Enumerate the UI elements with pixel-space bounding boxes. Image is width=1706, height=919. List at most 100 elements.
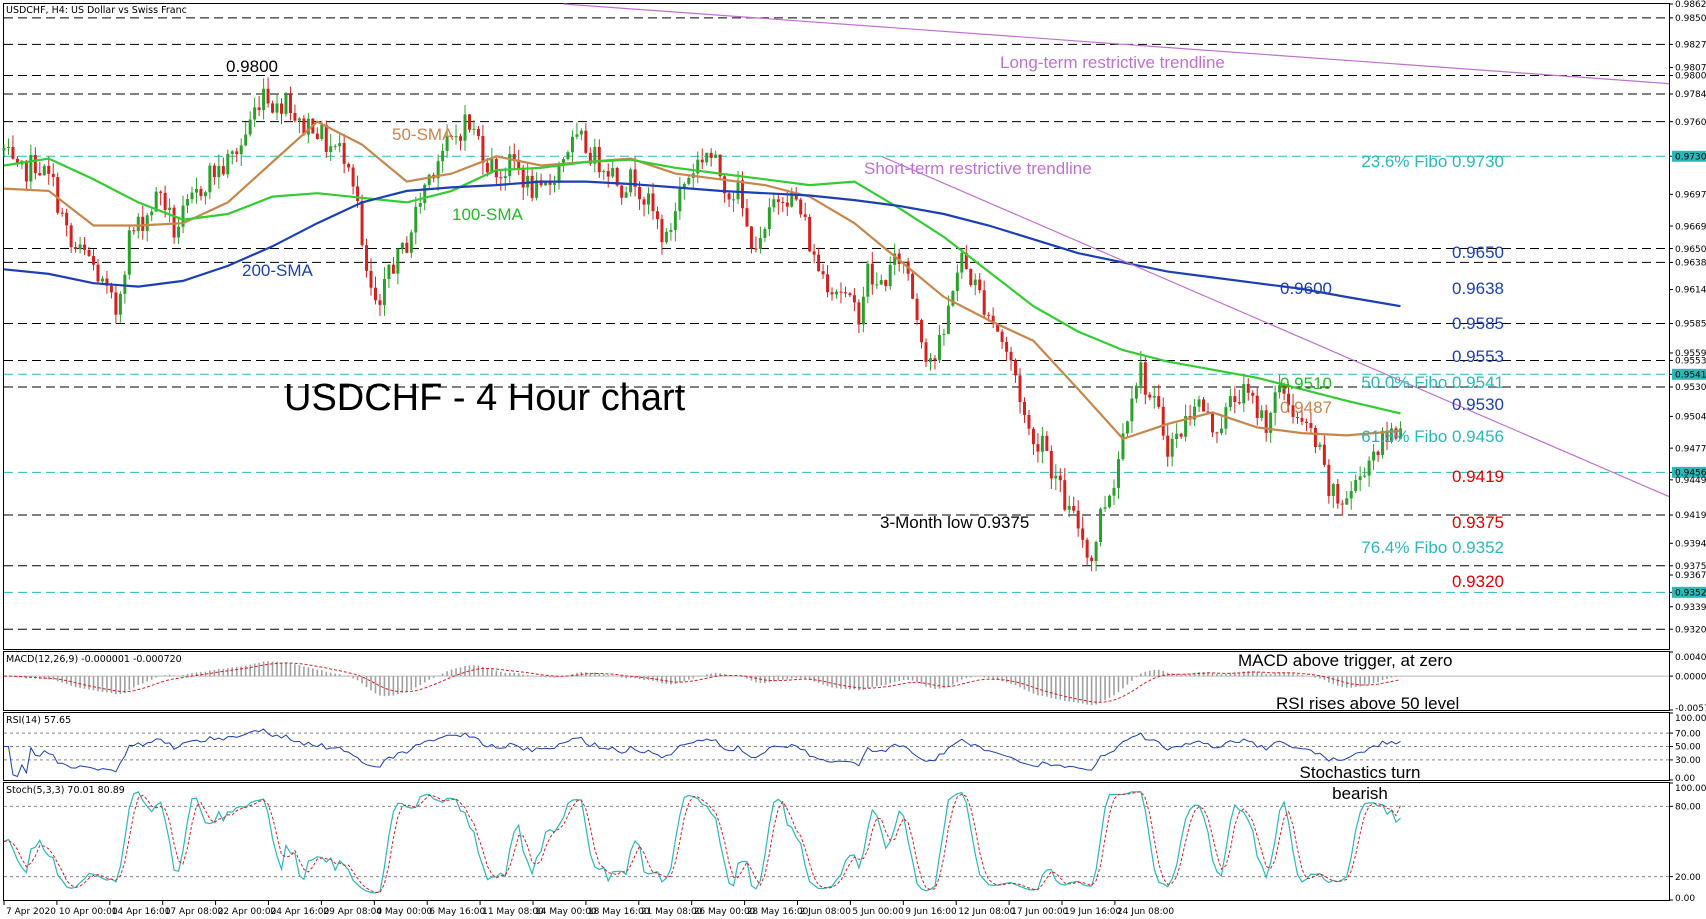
candle-body bbox=[163, 192, 167, 210]
label-short-term-trendline: Short-term restrictive trendline bbox=[864, 159, 1092, 178]
candle-body bbox=[190, 192, 194, 200]
time-tick-label: 17 Jun 00:00 bbox=[1011, 907, 1068, 917]
time-tick-label: 24 Jun 08:00 bbox=[1117, 907, 1174, 917]
candle-body bbox=[857, 302, 861, 325]
candle-body bbox=[11, 146, 15, 159]
candle-body bbox=[360, 200, 364, 246]
macd-signal-line bbox=[4, 662, 1401, 703]
macd-tick-label: 0.000000 bbox=[1675, 672, 1706, 682]
candle-body bbox=[172, 207, 176, 238]
candle-body bbox=[1063, 480, 1067, 510]
candle-body bbox=[1161, 406, 1165, 436]
macd-tick-label: 0.004071 bbox=[1675, 653, 1706, 663]
candle-body bbox=[382, 279, 386, 305]
candle-body bbox=[494, 159, 498, 178]
price-tick-highlight bbox=[1672, 150, 1706, 162]
candle-body bbox=[15, 158, 19, 165]
candle-body bbox=[593, 147, 597, 164]
candle-body bbox=[208, 165, 212, 193]
candle-body bbox=[602, 171, 606, 173]
candle-body bbox=[503, 176, 507, 179]
candle-body bbox=[105, 278, 109, 286]
label-0.9419: 0.9419 bbox=[1452, 467, 1504, 486]
candle-body bbox=[1309, 422, 1313, 428]
candle-body bbox=[33, 155, 37, 174]
candle-body bbox=[727, 193, 731, 200]
label-0.9375: 0.9375 bbox=[1452, 513, 1504, 532]
candle-body bbox=[946, 305, 950, 334]
candle-body bbox=[794, 192, 798, 200]
candle-body bbox=[660, 219, 664, 243]
candle-body bbox=[490, 159, 494, 173]
candle-body bbox=[1067, 505, 1071, 510]
candle-body bbox=[638, 186, 642, 200]
main-header: USDCHF, H4: US Dollar vs Swiss Franc bbox=[6, 5, 187, 16]
candle-body bbox=[830, 292, 834, 295]
candle-body bbox=[414, 206, 418, 233]
candle-body bbox=[736, 180, 740, 200]
candle-body bbox=[1148, 394, 1152, 398]
candle-body bbox=[557, 163, 561, 184]
candle-body bbox=[839, 291, 843, 293]
time-tick-label: 17 Apr 08:00 bbox=[165, 907, 224, 917]
candle-body bbox=[875, 284, 879, 286]
stoch-header: Stoch(5,3,3) 70.01 80.89 bbox=[6, 785, 125, 796]
candle-body bbox=[521, 168, 525, 188]
sma-line-200-SMA bbox=[3, 180, 1401, 308]
stoch-tick-label: 20.00 bbox=[1675, 873, 1701, 883]
candle-body bbox=[1233, 396, 1237, 403]
candle-body bbox=[1022, 401, 1026, 415]
stoch-note-line1: Stochastics turn bbox=[1300, 763, 1421, 782]
candle-body bbox=[969, 268, 973, 286]
candle-body bbox=[373, 287, 377, 301]
candle-body bbox=[24, 160, 28, 182]
candle-body bbox=[47, 165, 51, 174]
chart-title: USDCHF - 4 Hour chart bbox=[284, 377, 686, 419]
candle-body bbox=[1376, 451, 1380, 456]
candle-body bbox=[181, 205, 185, 227]
candle-body bbox=[1134, 385, 1138, 399]
candle-body bbox=[329, 146, 333, 153]
candle-body bbox=[1246, 384, 1250, 393]
horizontal-levels bbox=[4, 17, 1669, 630]
label-100-sma: 100-SMA bbox=[452, 205, 524, 224]
candle-body bbox=[459, 136, 463, 141]
candle-body bbox=[843, 292, 847, 294]
time-tick-label: 22 Apr 00:00 bbox=[218, 907, 277, 917]
price-tick-label: 0.96145 bbox=[1675, 286, 1706, 296]
candle-body bbox=[933, 358, 937, 361]
label-fibo-76.4: 76.4% Fibo 0.9352 bbox=[1361, 538, 1504, 557]
candle-body bbox=[991, 315, 995, 324]
candle-body bbox=[1116, 459, 1120, 488]
candle-body bbox=[817, 254, 821, 272]
candle-body bbox=[1260, 410, 1264, 419]
candle-body bbox=[284, 94, 288, 114]
candle-body bbox=[199, 189, 203, 197]
candle-body bbox=[776, 199, 780, 202]
candle-body bbox=[1327, 464, 1331, 496]
candle-body bbox=[803, 214, 807, 217]
label-fibo-50.0: 50.0% Fibo 0.9541 bbox=[1361, 373, 1504, 392]
rsi-header: RSI(14) 57.65 bbox=[6, 715, 71, 726]
candle-body bbox=[741, 180, 745, 209]
rsi-tick-label: 30.00 bbox=[1675, 756, 1701, 766]
candle-body bbox=[29, 155, 33, 182]
sma-line-100-SMA bbox=[3, 157, 1401, 415]
candle-body bbox=[785, 202, 789, 207]
time-tick-label: 5 Jun 00:00 bbox=[852, 907, 904, 917]
candle-body bbox=[136, 216, 140, 232]
candle-body bbox=[123, 274, 127, 294]
time-tick-label: 24 Apr 16:00 bbox=[271, 907, 330, 917]
macd-panel: 0.004071 0.000000 -0.005709 bbox=[4, 651, 1706, 714]
candle-body bbox=[512, 154, 516, 160]
candle-body bbox=[790, 192, 794, 207]
candle-body bbox=[664, 231, 668, 243]
candle-body bbox=[973, 279, 977, 286]
candle-body bbox=[1251, 392, 1255, 396]
